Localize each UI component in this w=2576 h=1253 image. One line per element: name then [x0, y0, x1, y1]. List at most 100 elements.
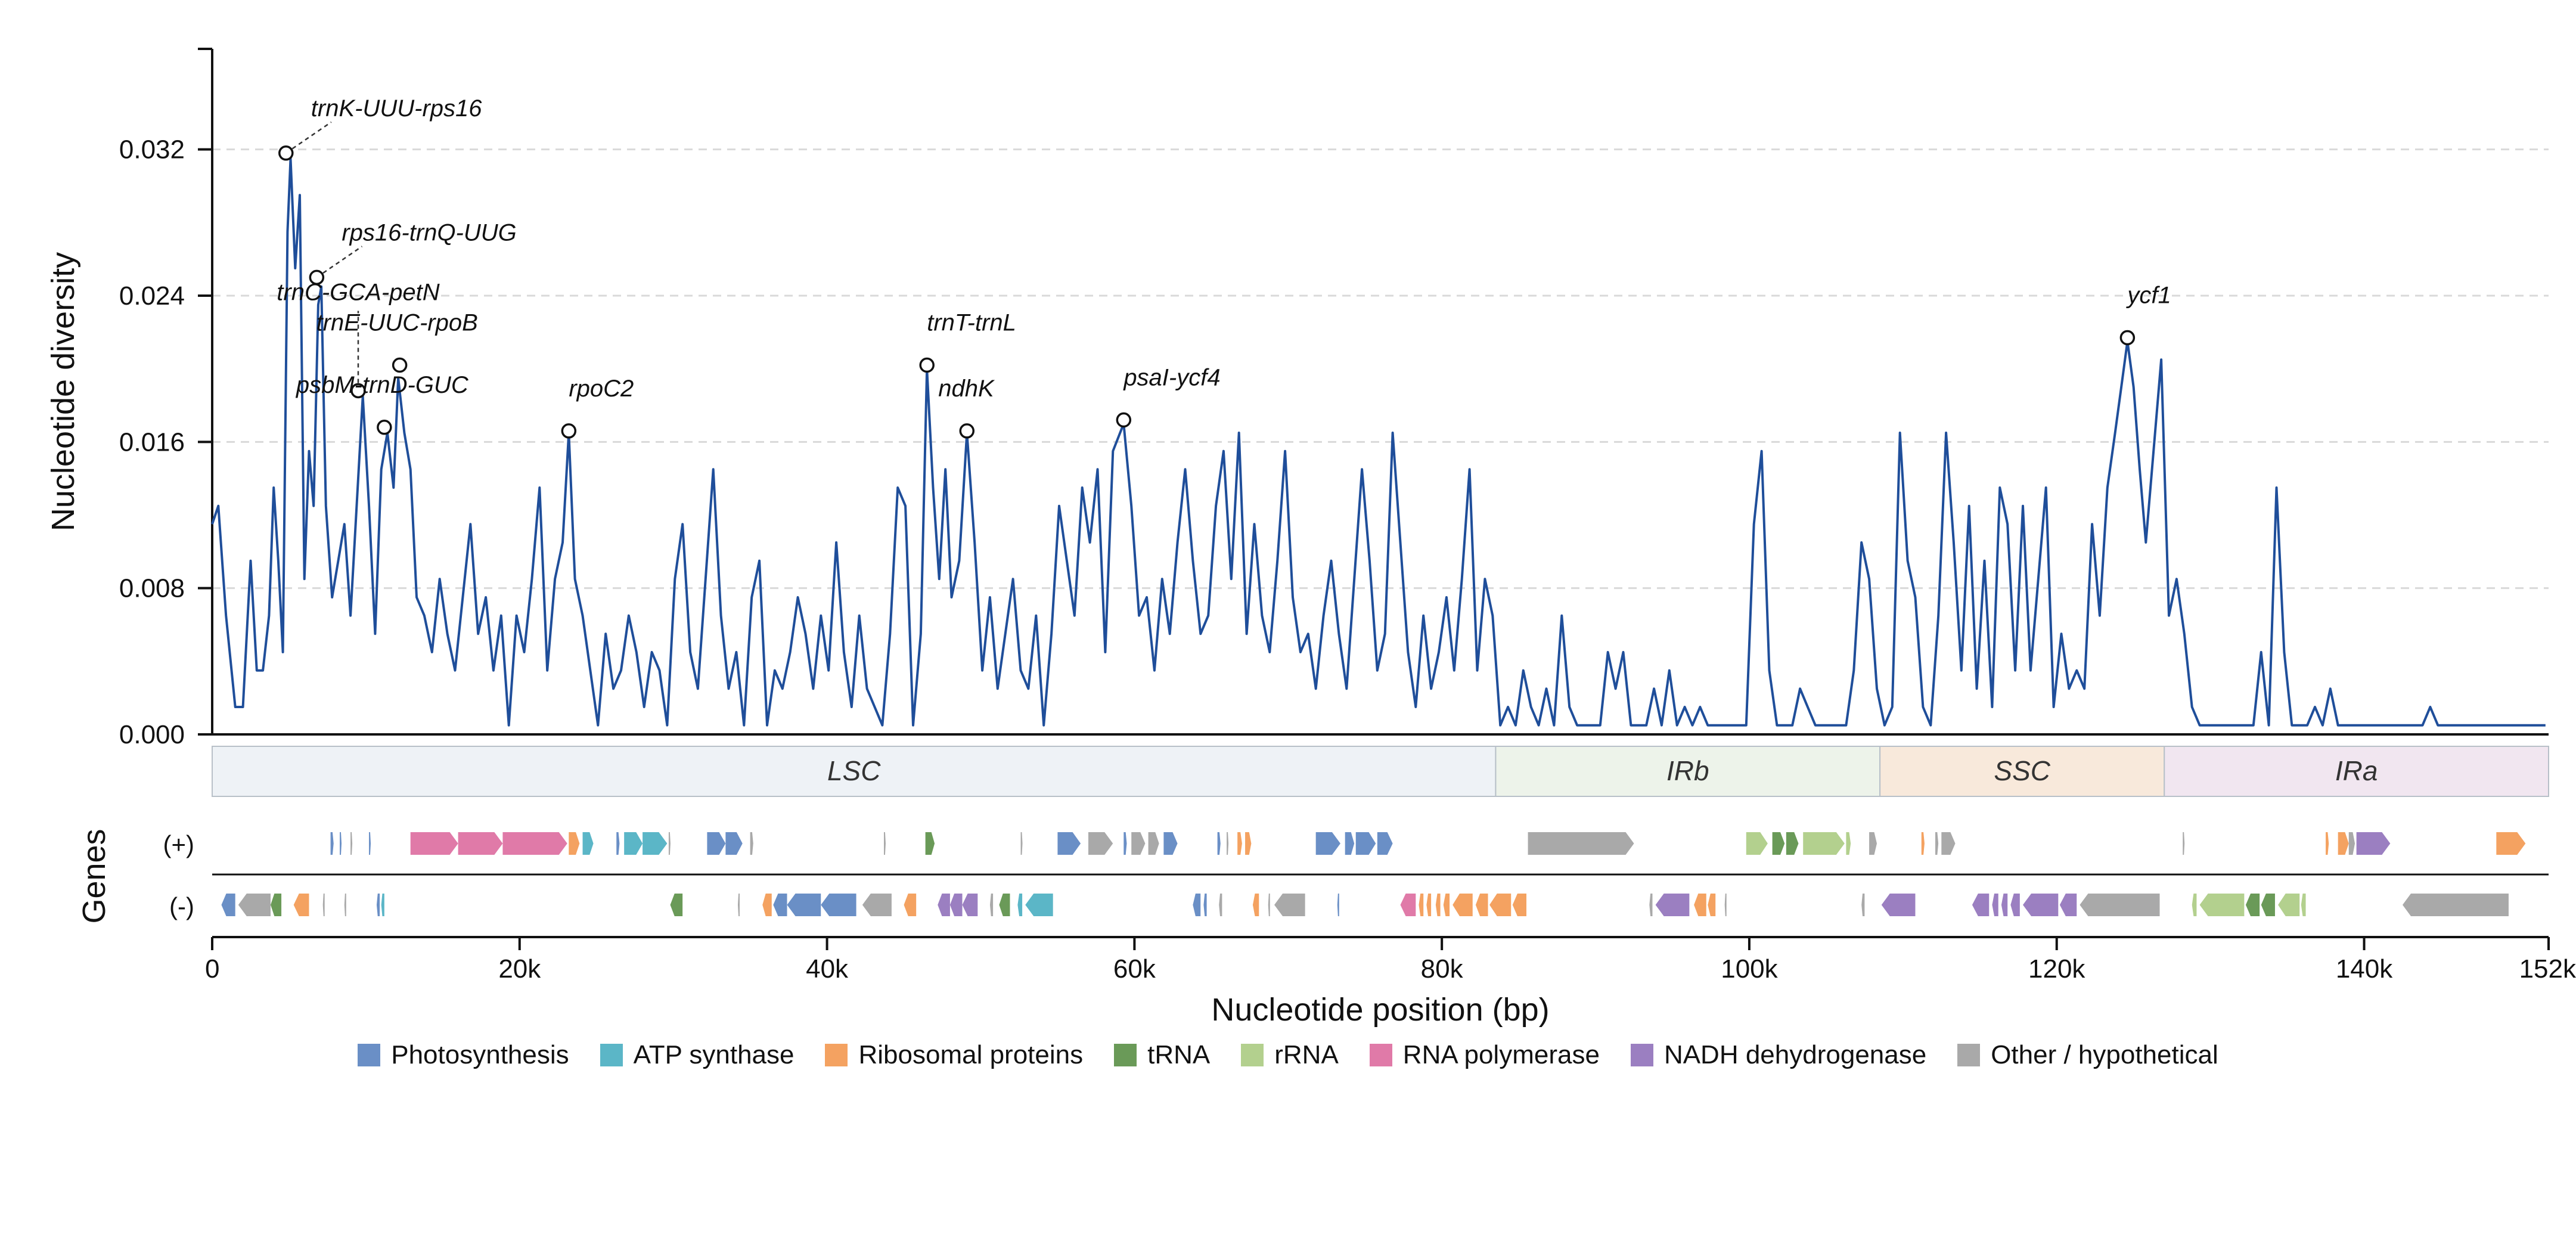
plus-strand-gene [350, 832, 353, 855]
legend-swatch [358, 1044, 381, 1066]
legend-label: Photosynthesis [391, 1040, 569, 1069]
y-axis-title: Nucleotide diversity [45, 252, 81, 531]
peak-label: trnC-GCA-petN [277, 279, 439, 305]
legend-label: ATP synthase [633, 1040, 794, 1069]
plus-strand-gene [1217, 832, 1221, 855]
peak-label: rps16-trnQ-UUG [342, 219, 516, 246]
plus-strand-gene [925, 832, 935, 855]
plus-strand-gene [1237, 832, 1242, 855]
legend-swatch [600, 1044, 623, 1066]
minus-strand-gene [1025, 894, 1053, 916]
region-segment-lsc [212, 746, 1497, 797]
minus-strand-gene [962, 894, 978, 916]
x-axis-ticks: 0 20k 40k 60k 80k 100k 120k 140k 152k [205, 937, 2576, 984]
legend-item-trna: tRNA [1114, 1040, 1210, 1070]
minus-strand-gene [2080, 894, 2160, 916]
plus-strand-gene [624, 832, 643, 855]
minus-strand-gene [1017, 894, 1023, 916]
peak-label: psaI-ycf4 [1123, 365, 1220, 391]
gene-track [212, 832, 2549, 938]
x-tick-label: 100k [1721, 954, 1778, 984]
minus-strand-gene [821, 894, 856, 916]
y-tick-label: 0.032 [119, 135, 185, 165]
minus-strand-gene [238, 894, 271, 916]
minus-strand-gene [2403, 894, 2509, 916]
minus-strand-gene [1203, 894, 1207, 916]
genes-axis-title: Genes [76, 829, 112, 923]
plus-strand-gene [884, 832, 886, 855]
minus-strand-gene [1708, 894, 1716, 916]
legend-swatch [1369, 1044, 1392, 1066]
y-tick-label: 0.008 [119, 574, 185, 603]
x-tick-label: 80k [1421, 954, 1464, 984]
plus-strand-gene [2348, 832, 2355, 855]
y-tick-label: 0.024 [119, 281, 185, 311]
legend-item-other: Other / hypothetical [1957, 1040, 2218, 1070]
peak-label: ycf1 [2125, 283, 2171, 309]
minus-strand-gene [1992, 894, 1998, 916]
minus-strand-gene [2261, 894, 2275, 916]
legend-swatch [1630, 1044, 1653, 1066]
plus-strand-gene [2356, 832, 2391, 855]
plus-strand-gene [582, 832, 594, 855]
minus-strand-gene [2245, 894, 2260, 916]
legend-label: Other / hypothetical [1991, 1040, 2218, 1069]
plus-strand-gene [330, 832, 334, 855]
legend: Photosynthesis ATP synthase Ribosomal prot… [0, 1040, 2576, 1070]
minus-strand-gene [949, 894, 963, 916]
plus-strand-gene [1377, 832, 1393, 855]
legend-item-rnapol: RNA polymerase [1369, 1040, 1600, 1070]
minus-strand-gene [904, 894, 917, 916]
peak-label: psbM-trnD-GUC [296, 372, 469, 398]
plus-strand-gene [1148, 832, 1159, 855]
minus-strand-gene [2010, 894, 2020, 916]
genome-region-bar: LSC IRb SSC IRa [212, 746, 2549, 797]
region-segment-ssc [1879, 746, 2165, 797]
minus-strand-gene [1337, 894, 1339, 916]
minus-strand-gene [221, 894, 235, 916]
axes [198, 48, 2549, 736]
peak-label: rpoC2 [569, 376, 634, 402]
region-segment-irb [1495, 746, 1881, 797]
plus-strand-gene [750, 832, 753, 855]
plus-strand-gene [1803, 832, 1845, 855]
x-tick-label: 40k [806, 954, 849, 984]
plus-strand-gene [616, 832, 620, 855]
x-tick-label: 152k [2519, 954, 2576, 984]
peak-annotations: trnK-UUU-rps16 rps16-trnQ-UUG trnC-GCA-pet… [277, 95, 2171, 439]
peak-marker [919, 357, 935, 373]
region-segment-ira [2164, 746, 2549, 797]
plus-strand-gene [643, 832, 668, 855]
plus-strand-gene [1227, 832, 1229, 855]
x-tick-label: 20k [498, 954, 541, 984]
y-tick-label: 0.000 [119, 720, 185, 749]
minus-strand-gene [862, 894, 892, 916]
plus-strand-gene [1746, 832, 1768, 855]
peak-marker [377, 420, 392, 435]
x-tick-label: 140k [2336, 954, 2393, 984]
minus-strand-gene [1475, 894, 1488, 916]
legend-label: NADH dehydrogenase [1663, 1040, 1927, 1069]
minus-strand-gene [271, 894, 282, 916]
peak-marker [392, 357, 408, 373]
plus-strand-gene [2496, 832, 2526, 855]
peak-leader-line [285, 121, 332, 154]
minus-strand-gene [1443, 894, 1450, 916]
minus-strand-gene [2023, 894, 2059, 916]
region-label: IRb [1666, 755, 1709, 786]
minus-strand-gene [1881, 894, 1916, 916]
legend-item-ribo: Ribosomal proteins [825, 1040, 1083, 1070]
legend-label: tRNA [1147, 1040, 1211, 1069]
peak-marker [350, 383, 366, 399]
minus-strand-gene [381, 894, 384, 916]
x-tick-label: 60k [1113, 954, 1156, 984]
legend-item-photo: Photosynthesis [358, 1040, 569, 1070]
plus-strand-gene [458, 832, 503, 855]
plus-strand-gene [1941, 832, 1956, 855]
minus-strand-gene [2001, 894, 2008, 916]
plus-strand-gene [1315, 832, 1340, 855]
plus-strand-gene [1846, 832, 1851, 855]
minus-strand-gene [787, 894, 821, 916]
legend-label: Ribosomal proteins [858, 1040, 1084, 1069]
plus-strand-gene [1935, 832, 1939, 855]
